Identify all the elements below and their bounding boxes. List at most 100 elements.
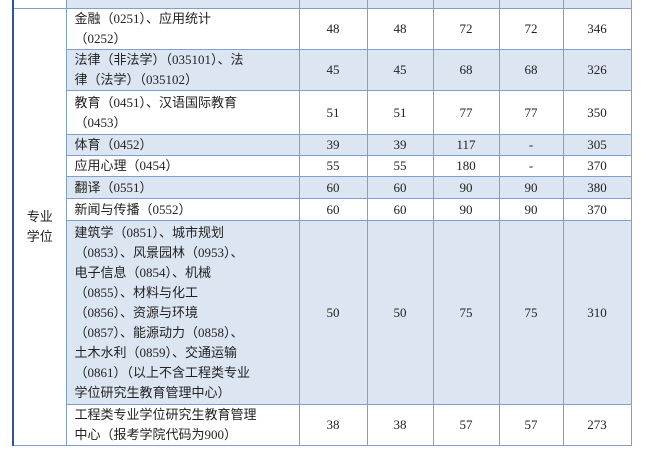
value-cell: -	[498, 134, 564, 156]
cell	[65, 0, 300, 9]
value: 346	[587, 21, 607, 36]
value: 68	[459, 62, 473, 77]
name-line: 翻译（0551）	[74, 179, 153, 195]
value-cell: 77	[498, 90, 564, 135]
value-cell: 117	[432, 134, 500, 156]
name-line: （0853）、风景园林（0953）、	[74, 244, 244, 260]
cell	[12, 0, 67, 9]
value-cell: 90	[432, 198, 500, 221]
value-cell: 51	[298, 90, 368, 135]
value: 45	[326, 62, 340, 77]
value: 38	[393, 417, 407, 432]
value: 180	[456, 158, 476, 173]
value-cell: 68	[498, 49, 564, 91]
value: 68	[524, 62, 538, 77]
value-cell: 326	[562, 49, 632, 91]
value-cell: 39	[366, 134, 434, 156]
value-cell: 90	[498, 176, 564, 199]
value-cell: 39	[298, 134, 368, 156]
name-line: 教育（0451）、汉语国际教育	[74, 94, 238, 110]
table-row: 法律（非法学）（035101）、法 律（法学）（035102） 45 45 68 68 32…	[13, 49, 632, 91]
name-line: （0857）、能源动力（0858）、	[74, 324, 244, 340]
name-cell: 体育（0452）	[65, 134, 300, 156]
value: 350	[587, 104, 607, 120]
value-cell: 60	[366, 176, 434, 199]
table-row: 工程类专业学位研究生教育管理 中心（报考学院代码为900） 38 38 57 57 273	[13, 404, 632, 446]
value-cell: 55	[366, 155, 434, 177]
name-line: （0855）、材料与化工	[74, 284, 199, 300]
value-cell: 45	[366, 49, 434, 91]
value: 370	[587, 201, 607, 217]
cell	[432, 0, 500, 9]
value: 305	[587, 137, 607, 152]
value: 60	[393, 201, 407, 217]
table-row: 专业学位 金融（0251）、应用统计 （0252） 48 48 72 72 346	[12, 8, 632, 446]
value: 117	[456, 137, 476, 152]
value-cell: 72	[498, 8, 564, 50]
value: 57	[524, 417, 538, 432]
value-cell: -	[498, 155, 564, 177]
value-cell: 60	[298, 176, 368, 199]
name-line: 建筑学（0851）、城市规划	[74, 224, 225, 240]
value: 370	[587, 158, 607, 173]
value: 90	[524, 201, 538, 217]
value: 326	[587, 62, 607, 77]
table-row: 体育（0452） 39 39 117 - 305	[13, 134, 632, 156]
value: 380	[587, 179, 607, 195]
value-cell: 90	[498, 198, 564, 221]
value: 50	[326, 304, 340, 320]
table-row: 翻译（0551） 60 60 90 90 380	[13, 176, 632, 199]
value: 50	[393, 304, 407, 320]
value: 90	[524, 179, 538, 195]
value-cell: 90	[432, 176, 500, 199]
value: 75	[524, 304, 538, 320]
value-cell: 38	[298, 404, 368, 446]
value-cell: 310	[562, 220, 632, 405]
value: 39	[393, 137, 407, 152]
value: 77	[459, 104, 473, 120]
value: 57	[459, 417, 473, 432]
name-line: （0453）	[74, 114, 127, 130]
cell	[298, 0, 368, 9]
value-cell: 68	[432, 49, 500, 91]
value-cell: 350	[562, 90, 632, 135]
value-cell: 370	[562, 198, 632, 221]
value-cell: 60	[298, 198, 368, 221]
value: 48	[393, 21, 407, 36]
value-cell: 51	[366, 90, 434, 135]
value: 310	[587, 304, 607, 320]
name-line: 法律（非法学）（035101）、法	[74, 52, 244, 67]
value-cell: 50	[366, 220, 434, 405]
value: 72	[459, 21, 473, 36]
cell	[498, 0, 564, 9]
value-cell: 57	[498, 404, 564, 446]
name-cell: 法律（非法学）（035101）、法 律（法学）（035102）	[65, 49, 300, 91]
value-cell: 60	[366, 198, 434, 221]
value: 60	[326, 179, 340, 195]
value-cell: 273	[562, 404, 632, 446]
name-line: 土木水利（0859）、交通运输	[74, 344, 238, 360]
name-cell: 建筑学（0851）、城市规划 （0853）、风景园林（0953）、 电子信息（085…	[65, 220, 300, 405]
name-line: （0252）	[74, 31, 127, 46]
name-line: 中心（报考学院代码为900）	[74, 427, 238, 442]
value-cell: 57	[432, 404, 500, 446]
value-cell: 305	[562, 134, 632, 156]
value-cell: 48	[298, 8, 368, 50]
name-line: 工程类专业学位研究生教育管理	[74, 407, 257, 422]
category: 专业学位	[26, 209, 53, 244]
name-line: 新闻与传播（0552）	[74, 201, 192, 217]
value-cell: 72	[432, 8, 500, 50]
name-line: 律（法学）（035102）	[74, 72, 199, 87]
value: 51	[393, 104, 407, 120]
value: 55	[393, 158, 407, 173]
value: 77	[524, 104, 538, 120]
value-cell: 77	[432, 90, 500, 135]
table-row: 教育（0451）、汉语国际教育 （0453） 51 51 77 77 350	[13, 90, 632, 135]
cell	[562, 0, 632, 9]
value-cell: 48	[366, 8, 434, 50]
value: 90	[459, 201, 473, 217]
value-cell: 346	[562, 8, 632, 50]
name-line: 金融（0251）、应用统计	[74, 11, 212, 26]
value: 48	[326, 21, 340, 36]
